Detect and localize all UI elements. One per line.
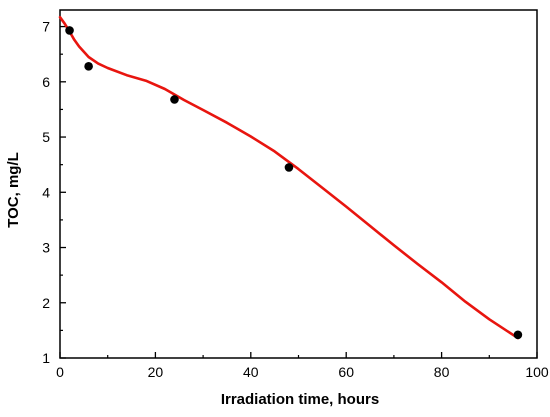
x-tick-label: 60 [338,364,354,380]
y-tick-label: 6 [42,74,50,90]
fit-line [58,15,520,340]
x-tick-label: 0 [56,364,64,380]
y-tick-label: 2 [42,295,50,311]
plot-area-frame [59,9,538,359]
y-axis-title: TOC, mg/L [5,152,22,228]
y-tick-label: 1 [42,350,50,366]
y-tick-label: 4 [42,184,50,200]
x-tick-label: 40 [243,364,259,380]
data-point [84,62,93,71]
data-point [284,163,294,172]
y-tick-label: 3 [42,240,50,256]
data-point [65,26,74,35]
data-point [170,95,179,104]
x-axis-ticks: 0 20 40 60 80 100 [56,352,549,380]
x-axis-title: Irradiation time, hours [221,391,379,408]
chart-series [58,15,523,340]
x-tick-label: 80 [434,364,450,380]
plot-frame-group [59,9,538,359]
data-point [513,330,523,340]
x-tick-label: 100 [525,364,549,380]
y-tick-label: 5 [42,129,50,145]
y-axis-ticks: 1 2 3 4 5 6 7 [42,19,66,366]
x-tick-label: 20 [148,364,164,380]
y-tick-label: 7 [42,19,50,35]
